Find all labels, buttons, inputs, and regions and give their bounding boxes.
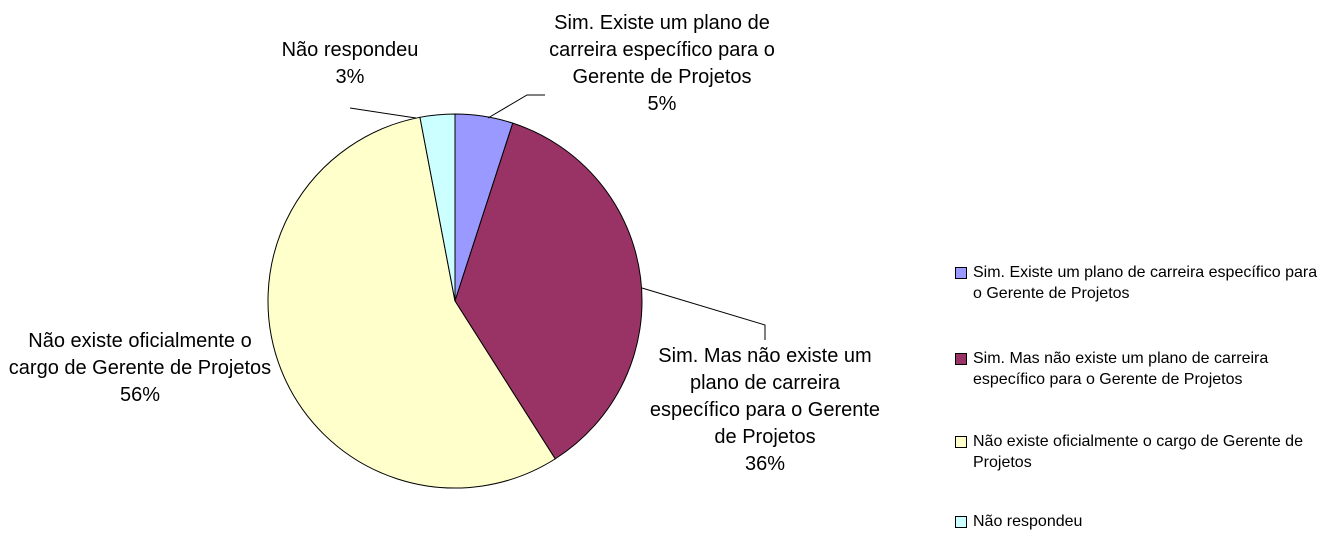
legend-swatch xyxy=(955,267,967,279)
legend-item: Não respondeu xyxy=(955,511,1325,532)
slice-label: Não respondeu 3% xyxy=(250,37,450,91)
legend-swatch xyxy=(955,353,967,365)
slice-value: 3% xyxy=(335,66,365,88)
legend-item: Sim. Mas não existe um plano de carreira… xyxy=(955,348,1325,390)
slice-name: Não respondeu xyxy=(281,39,419,61)
pie-slice xyxy=(267,116,556,489)
slice-label: Sim. Existe um plano de carreira específ… xyxy=(537,10,787,118)
pie xyxy=(267,113,643,489)
leader-line xyxy=(641,287,766,340)
pie-slice xyxy=(454,122,643,460)
leader-line xyxy=(487,94,545,119)
legend-text: Sim. Existe um plano de carreira específ… xyxy=(973,264,1318,302)
legend-swatch xyxy=(955,436,967,448)
pie-slice xyxy=(419,113,456,302)
slice-value: 36% xyxy=(744,453,786,475)
slice-name: Não existe oficialmente o cargo de Geren… xyxy=(8,330,272,379)
slice-label: Não existe oficialmente o cargo de Geren… xyxy=(5,328,275,409)
slice-value: 5% xyxy=(647,93,677,115)
legend-item: Sim. Existe um plano de carreira específ… xyxy=(955,262,1325,304)
slice-value: 56% xyxy=(119,384,161,406)
legend-item: Não existe oficialmente o cargo de Geren… xyxy=(955,431,1325,473)
slice-label: Sim. Mas não existe um plano de carreira… xyxy=(645,343,885,478)
slice-name: Sim. Existe um plano de carreira específ… xyxy=(549,12,775,88)
legend-text: Sim. Mas não existe um plano de carreira… xyxy=(973,350,1269,388)
legend-text: Não existe oficialmente o cargo de Geren… xyxy=(973,433,1303,471)
slice-name: Sim. Mas não existe um plano de carreira… xyxy=(649,345,881,448)
legend-text: Não respondeu xyxy=(973,513,1083,530)
legend-swatch xyxy=(955,516,967,528)
leader-line xyxy=(349,107,417,119)
